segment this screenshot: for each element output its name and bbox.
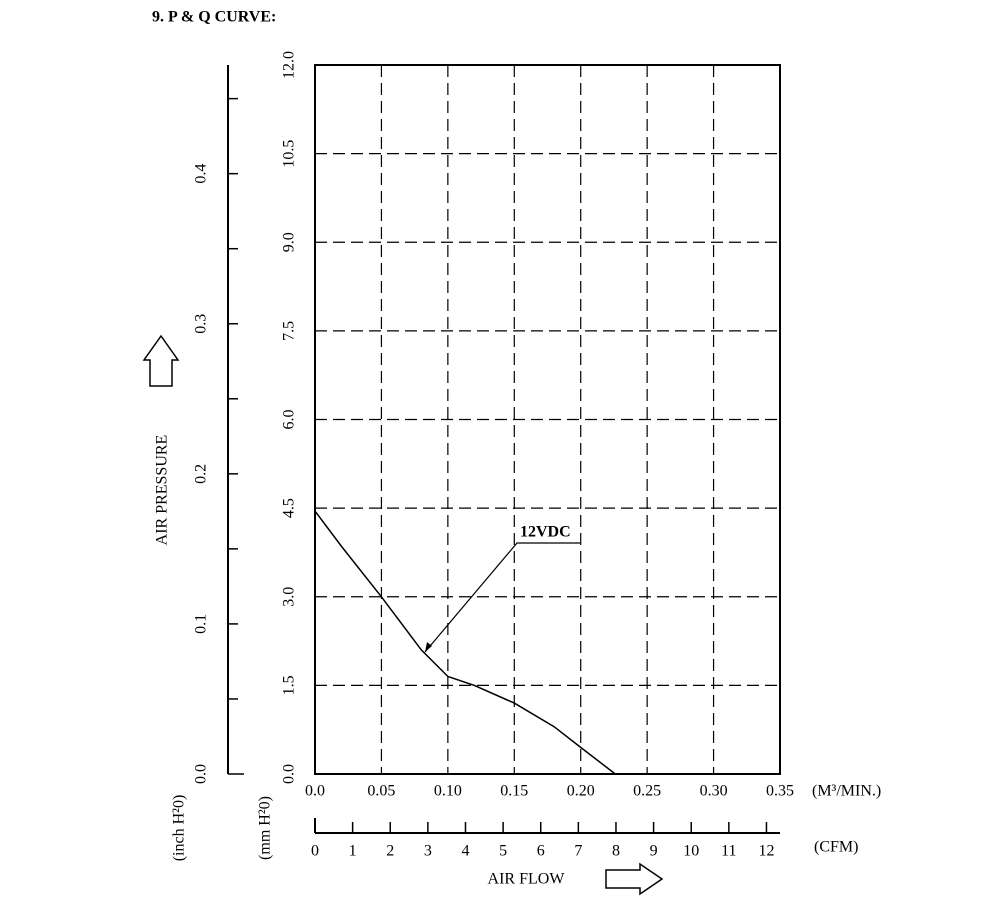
- x-tick-label: 0.0: [305, 783, 325, 800]
- x2-tick-label: 4: [461, 843, 469, 860]
- y-axis-label: AIR PRESSURE: [154, 435, 171, 546]
- x-axis-label: AIR FLOW: [488, 871, 566, 888]
- chart-title: 9. P & Q CURVE:: [152, 9, 276, 26]
- x2-tick-label: 0: [311, 843, 319, 860]
- y-tick-label: 3.0: [281, 587, 298, 607]
- x-tick-label: 0.30: [700, 783, 728, 800]
- x2-tick-label: 11: [721, 843, 736, 860]
- y-tick-label: 0.0: [281, 764, 298, 784]
- plot-frame: [314, 64, 781, 775]
- x2-tick-label: 1: [349, 843, 357, 860]
- y2-unit: (inch H²0): [171, 795, 188, 862]
- y2-tick-label: 0.4: [193, 164, 210, 184]
- x2-tick-label: 2: [386, 843, 394, 860]
- x-tick-label: 0.25: [633, 783, 661, 800]
- leader-arrow: [425, 642, 432, 652]
- y-tick-label: 4.5: [281, 498, 298, 518]
- x2-tick-label: 7: [574, 843, 582, 860]
- up-arrow: [142, 334, 180, 387]
- y2-tick-label: 0.2: [193, 464, 210, 484]
- y-tick-label: 9.0: [281, 232, 298, 252]
- x2-tick-label: 3: [424, 843, 432, 860]
- y-tick-label: 10.5: [281, 140, 298, 168]
- y2-tick-label: 0.1: [193, 614, 210, 634]
- x2-unit: (CFM): [814, 839, 858, 856]
- x2-tick-label: 9: [650, 843, 658, 860]
- y2-tick-label: 0.3: [193, 314, 210, 334]
- curve: [314, 510, 616, 775]
- x2-tick-label: 10: [683, 843, 699, 860]
- x-tick-label: 0.05: [367, 783, 395, 800]
- y-tick-label: 1.5: [281, 675, 298, 695]
- x2-tick-label: 8: [612, 843, 620, 860]
- y-tick-label: 6.0: [281, 410, 298, 430]
- y-tick-label: 7.5: [281, 321, 298, 341]
- x-tick-label: 0.35: [766, 783, 794, 800]
- y-tick-label: 12.0: [281, 51, 298, 79]
- series-label: 12VDC: [520, 524, 571, 541]
- right-arrow: [605, 862, 664, 896]
- x2-tick-label: 6: [537, 843, 545, 860]
- x2-tick-label: 12: [758, 843, 774, 860]
- y2-tick-label: 0.0: [193, 764, 210, 784]
- leader-line: [424, 542, 580, 653]
- x-tick-label: 0.10: [434, 783, 462, 800]
- x-tick-label: 0.15: [500, 783, 528, 800]
- x2-tick-label: 5: [499, 843, 507, 860]
- x-tick-label: 0.20: [567, 783, 595, 800]
- y-unit: (mm H²0): [257, 796, 274, 860]
- x-unit: (M³/MIN.): [812, 783, 881, 800]
